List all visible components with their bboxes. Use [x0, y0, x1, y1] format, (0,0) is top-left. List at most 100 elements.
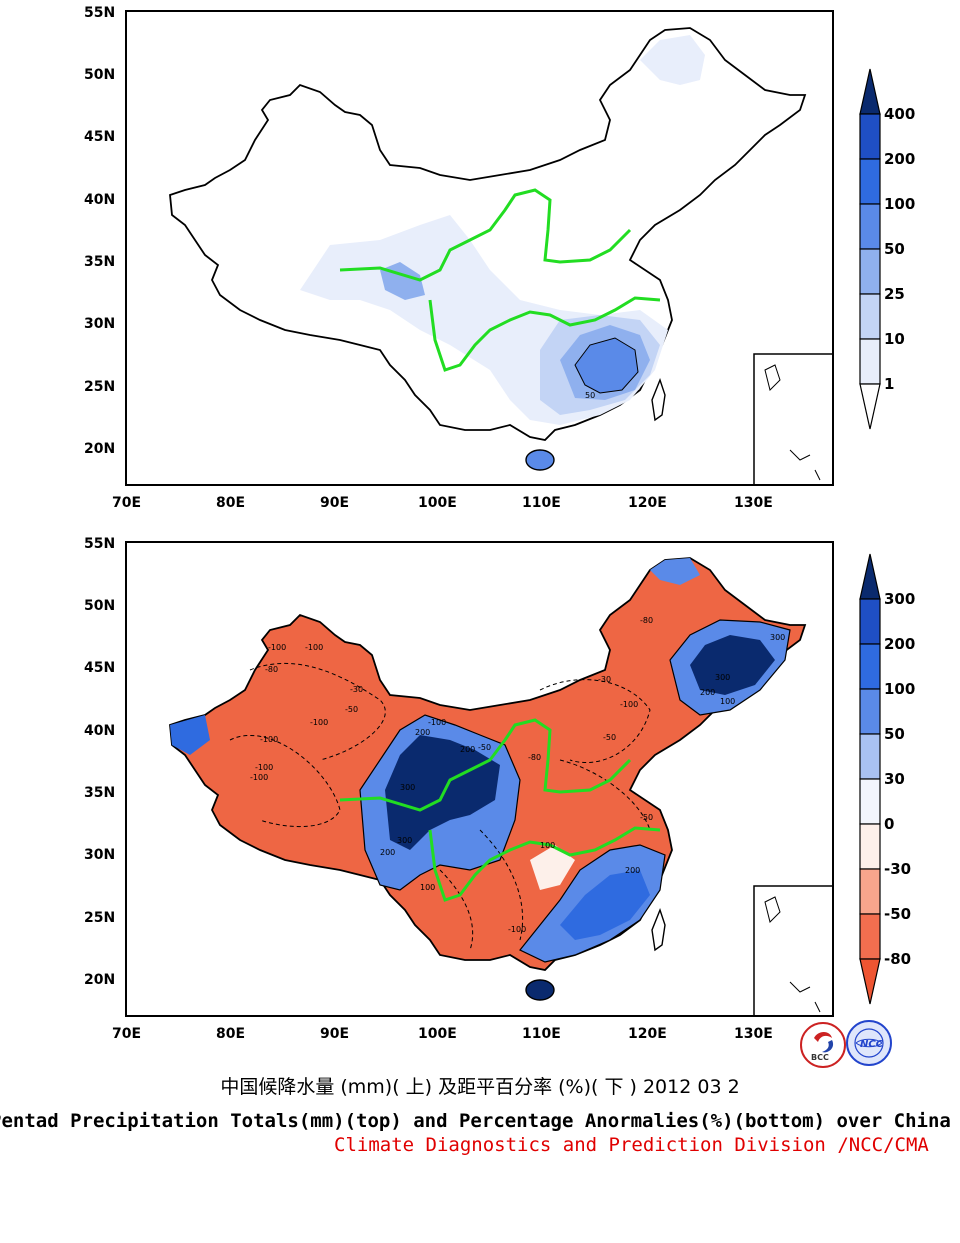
bottom-lon-tick: 110E — [522, 1026, 561, 1042]
bottom-contour-label: -80 — [640, 616, 653, 625]
top-inset-islands — [764, 364, 821, 481]
bottom-contour-label: -100 — [305, 643, 323, 652]
bottom-inset-islands — [764, 896, 821, 1013]
top-colorbar-label: 25 — [884, 285, 905, 303]
bottom-colorbar-segment — [859, 778, 881, 825]
bottom-lat-tick: 55N — [84, 536, 115, 552]
top-hainan — [525, 449, 555, 471]
bottom-lon-tick: 100E — [418, 1026, 457, 1042]
top-lat-axis: 55N 50N 45N 40N 35N 30N 25N 20N — [84, 5, 115, 457]
bottom-contour-label: 100 — [720, 697, 735, 706]
bottom-contour-label: 100 — [420, 883, 435, 892]
bottom-near-zero-region — [530, 845, 575, 890]
top-colorbar-label: 1 — [884, 375, 894, 393]
top-lat-tick: 30N — [84, 316, 115, 332]
bottom-contour-label: 200 — [700, 688, 715, 697]
bottom-west-positive — [170, 715, 210, 755]
bottom-colorbar-label: -50 — [884, 905, 911, 923]
ncc-emblem-icon: NCC — [854, 1028, 884, 1058]
top-colorbar-label: 400 — [884, 105, 915, 123]
top-lat-tick: 50N — [84, 67, 115, 83]
caption-english: Pentad Precipitation Totals(mm)(top) and… — [0, 1110, 951, 1132]
ncc-logo: NCC — [846, 1020, 892, 1066]
top-colorbar-segment — [859, 293, 881, 340]
bottom-contour-label: -100 — [620, 700, 638, 709]
bottom-contour-label: 200 — [460, 745, 475, 754]
top-lat-tick: 35N — [84, 254, 115, 270]
top-lon-axis: 70E 80E 90E 100E 110E 120E 130E — [112, 495, 773, 511]
bottom-lon-tick: 70E — [112, 1026, 141, 1042]
top-colorbar-bottom-arrow — [859, 383, 881, 430]
top-lon-tick: 90E — [320, 495, 349, 511]
bottom-colorbar-label: 0 — [884, 815, 894, 833]
bottom-colorbar-segment — [859, 868, 881, 915]
top-colorbar-segment — [859, 203, 881, 250]
bottom-contour-label: 200 — [415, 728, 430, 737]
bcc-logo-text: BCC — [811, 1053, 829, 1062]
top-colorbar-label: 200 — [884, 150, 915, 168]
top-lon-tick: 70E — [112, 495, 141, 511]
bottom-colorbar-segment — [859, 733, 881, 780]
ncc-logo-text: NCC — [860, 1039, 884, 1050]
top-colorbar: 400 200 100 50 25 10 1 — [859, 68, 915, 430]
bottom-contour-label: -50 — [640, 813, 653, 822]
top-lat-tick: 25N — [84, 379, 115, 395]
bottom-contour-label: -100 — [268, 643, 286, 652]
bottom-lon-tick: 120E — [628, 1026, 667, 1042]
bottom-ne-positive-inner — [690, 635, 775, 695]
bottom-contour-label: 200 — [380, 848, 395, 857]
caption-chinese: 中国候降水量 (mm)( 上) 及距平百分率 (%)( 下 ) 2012 03 … — [220, 1076, 740, 1098]
top-lon-tick: 110E — [522, 495, 561, 511]
bottom-se-positive-inner — [560, 870, 650, 940]
top-lon-tick: 120E — [628, 495, 667, 511]
bottom-colorbar-top-arrow — [859, 553, 881, 600]
bottom-anomaly-map: -100 -100-80-30-50-100-100-100-1002003002… — [84, 536, 915, 1042]
bottom-contour-label: 300 — [400, 783, 415, 792]
bottom-contour-label: 300 — [770, 633, 785, 642]
top-colorbar-segment — [859, 158, 881, 205]
top-map-frame — [125, 10, 834, 486]
bottom-hainan — [525, 979, 555, 1001]
top-rain-region-50 — [574, 337, 639, 394]
bottom-colorbar-label: -30 — [884, 860, 911, 878]
bottom-contour-label: -50 — [603, 733, 616, 742]
bottom-lat-tick: 25N — [84, 910, 115, 926]
bottom-lon-tick: 80E — [216, 1026, 245, 1042]
top-colorbar-label: 100 — [884, 195, 915, 213]
bottom-north-ne-positive — [650, 558, 700, 585]
top-colorbar-segment — [859, 338, 881, 385]
bottom-lat-tick: 35N — [84, 785, 115, 801]
bottom-contour-label: -80 — [265, 665, 278, 674]
bottom-contour-label: 200 — [625, 866, 640, 875]
top-lon-tick: 100E — [418, 495, 457, 511]
bottom-contour-label: -100 — [260, 735, 278, 744]
top-precip-map: 50 55N 50N 45N 40N 35N 30N 25N 20N 70E 8… — [84, 5, 915, 511]
bottom-lon-axis: 70E 80E 90E 100E 110E 120E 130E — [112, 1026, 773, 1042]
top-colorbar-segment — [859, 113, 881, 160]
bottom-colorbar-label: 30 — [884, 770, 905, 788]
top-colorbar-label: 10 — [884, 330, 905, 348]
bottom-negative-contours — [229, 662, 651, 951]
bottom-contour-label: -100 — [255, 763, 273, 772]
bottom-lat-tick: 40N — [84, 723, 115, 739]
bottom-contour-label: -100 — [250, 773, 268, 782]
bottom-contour-label: -50 — [478, 743, 491, 752]
bottom-colorbar-segment — [859, 643, 881, 690]
bottom-contour-label: 300 — [397, 836, 412, 845]
caption-division: Climate Diagnostics and Prediction Divis… — [334, 1134, 929, 1156]
bottom-contour-label: 300 — [715, 673, 730, 682]
bottom-lat-tick: 50N — [84, 598, 115, 614]
bottom-colorbar-label: 300 — [884, 590, 915, 608]
bottom-colorbar-segment — [859, 823, 881, 870]
bottom-lat-tick: 45N — [84, 660, 115, 676]
top-lat-tick: 40N — [84, 192, 115, 208]
top-lon-tick: 130E — [734, 495, 773, 511]
bottom-contour-labels: -100 -100-80-30-50-100-100-100-1002003002… — [250, 616, 785, 934]
bottom-contour-label: -50 — [345, 705, 358, 714]
bottom-colorbar-segment — [859, 913, 881, 960]
bottom-south-china-sea-inset — [753, 885, 834, 1017]
bottom-contour-label: -30 — [598, 675, 611, 684]
bottom-lon-tick: 90E — [320, 1026, 349, 1042]
bottom-colorbar-label: 200 — [884, 635, 915, 653]
